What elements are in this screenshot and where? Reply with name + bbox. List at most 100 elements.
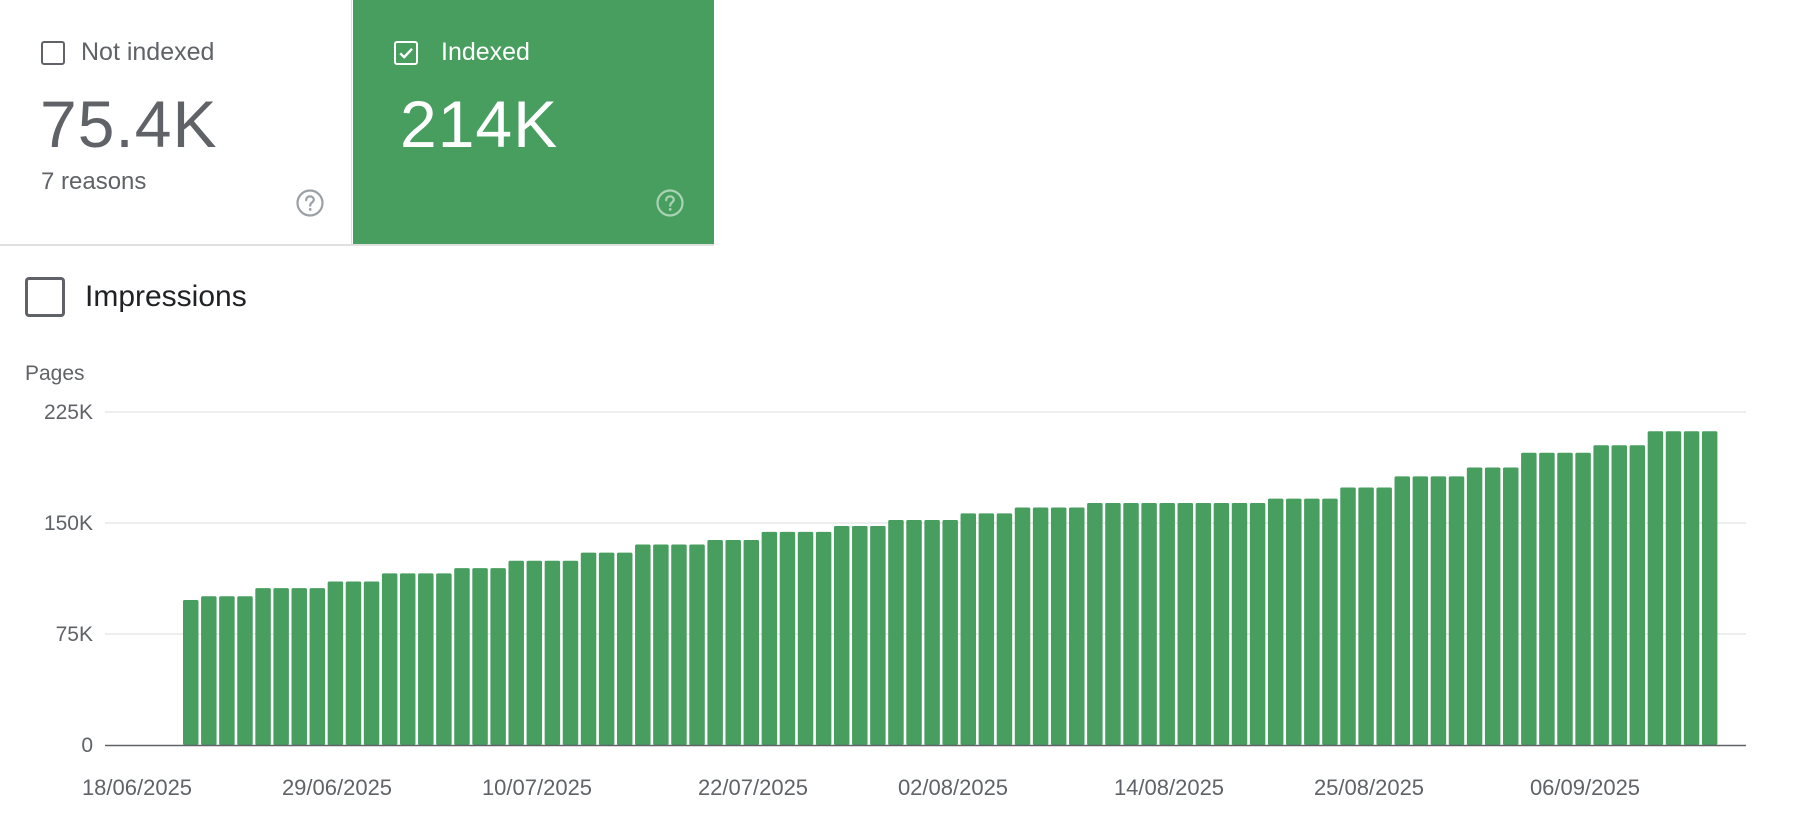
indexed-count: 214K: [400, 87, 559, 161]
bar: [1629, 445, 1646, 745]
check-icon: [399, 47, 413, 59]
bar: [996, 513, 1013, 745]
indexed-checkbox[interactable]: [394, 41, 418, 65]
bar: [201, 596, 217, 745]
x-tick-label: 18/06/2025: [82, 775, 192, 800]
bar: [743, 540, 760, 745]
index-status-cards: Not indexed 75.4K 7 reasons Indexed 214K: [0, 0, 714, 246]
bar: [960, 513, 977, 745]
not-indexed-count: 75.4K: [40, 87, 218, 161]
bar: [1503, 467, 1519, 745]
bar: [1575, 452, 1591, 745]
bar: [1394, 476, 1410, 745]
bar: [508, 560, 524, 745]
bar: [1286, 498, 1302, 745]
bar: [1177, 503, 1194, 745]
bar: [1358, 487, 1374, 745]
not-indexed-reasons: 7 reasons: [41, 168, 147, 195]
bar: [978, 513, 995, 745]
help-circle-icon[interactable]: [655, 188, 685, 218]
bar: [815, 531, 832, 745]
bar: [291, 588, 307, 745]
bar: [1069, 507, 1085, 745]
bar: [1141, 503, 1157, 745]
y-tick-label: 0: [81, 734, 93, 757]
indexed-pages-chart: Pages 225K 150K 75K 0 18/06/2025 29/06/2025 10/…: [25, 362, 1746, 800]
bar: [1050, 507, 1067, 745]
bar: [1249, 503, 1266, 745]
bar: [653, 544, 669, 745]
bar: [1484, 467, 1501, 745]
bar: [598, 552, 615, 745]
indexed-label: Indexed: [441, 38, 530, 66]
y-tick-label: 225K: [44, 401, 93, 424]
help-circle-icon[interactable]: [295, 188, 325, 218]
bar: [1647, 431, 1664, 745]
bar: [852, 525, 868, 745]
bar: [1014, 507, 1031, 745]
bar: [580, 552, 597, 745]
not-indexed-label: Not indexed: [81, 38, 215, 66]
bar: [381, 573, 398, 745]
bar: [1521, 452, 1537, 745]
bar: [1611, 445, 1627, 745]
not-indexed-checkbox[interactable]: [41, 41, 65, 65]
bar: [1105, 503, 1121, 745]
bar: [1087, 503, 1103, 745]
bar: [833, 525, 850, 745]
bar: [1683, 431, 1700, 745]
bar: [942, 520, 958, 745]
bar: [454, 568, 470, 745]
x-tick-label: 06/09/2025: [1530, 775, 1640, 800]
bar: [1195, 503, 1212, 745]
bar: [1376, 487, 1392, 745]
bar: [273, 588, 289, 745]
bar: [472, 568, 488, 745]
bar: [689, 544, 705, 745]
bar: [219, 596, 235, 745]
bar: [906, 520, 922, 745]
bar: [1123, 503, 1139, 745]
x-tick-label: 25/08/2025: [1314, 775, 1424, 800]
bar: [183, 599, 199, 745]
bar: [1032, 507, 1049, 745]
bar: [399, 573, 416, 745]
indexed-card[interactable]: Indexed 214K: [353, 0, 714, 244]
bar: [1304, 498, 1320, 745]
impressions-toggle[interactable]: Impressions: [25, 276, 247, 318]
x-tick-label: 22/07/2025: [698, 775, 808, 800]
bar: [436, 573, 452, 745]
bar: [635, 544, 651, 745]
bar: [870, 525, 886, 745]
bar: [1430, 476, 1447, 745]
bar: [707, 540, 723, 745]
bar: [345, 581, 362, 745]
bar: [255, 588, 271, 745]
bar: [761, 531, 778, 745]
bar: [1231, 503, 1248, 745]
bar: [797, 531, 814, 745]
bar: [526, 560, 543, 745]
bar: [418, 573, 434, 745]
bar: [1322, 498, 1338, 745]
y-tick-label: 150K: [44, 512, 93, 535]
not-indexed-card[interactable]: Not indexed 75.4K 7 reasons: [0, 0, 352, 244]
x-tick-label: 10/07/2025: [482, 775, 592, 800]
bar: [490, 568, 506, 745]
bar: [1267, 498, 1284, 745]
bar: [327, 581, 344, 745]
bar: [363, 581, 380, 745]
bar: [616, 552, 633, 745]
bar: [237, 596, 253, 745]
y-tick-label: 75K: [56, 623, 93, 646]
bar: [1701, 431, 1718, 745]
bar: [544, 560, 561, 745]
bar: [1466, 467, 1483, 745]
bar: [309, 588, 326, 745]
y-axis-title: Pages: [25, 362, 85, 385]
bar: [1557, 452, 1573, 745]
bar: [1213, 503, 1230, 745]
bar: [562, 560, 579, 745]
bar: [1448, 476, 1465, 745]
impressions-checkbox[interactable]: [25, 277, 65, 317]
